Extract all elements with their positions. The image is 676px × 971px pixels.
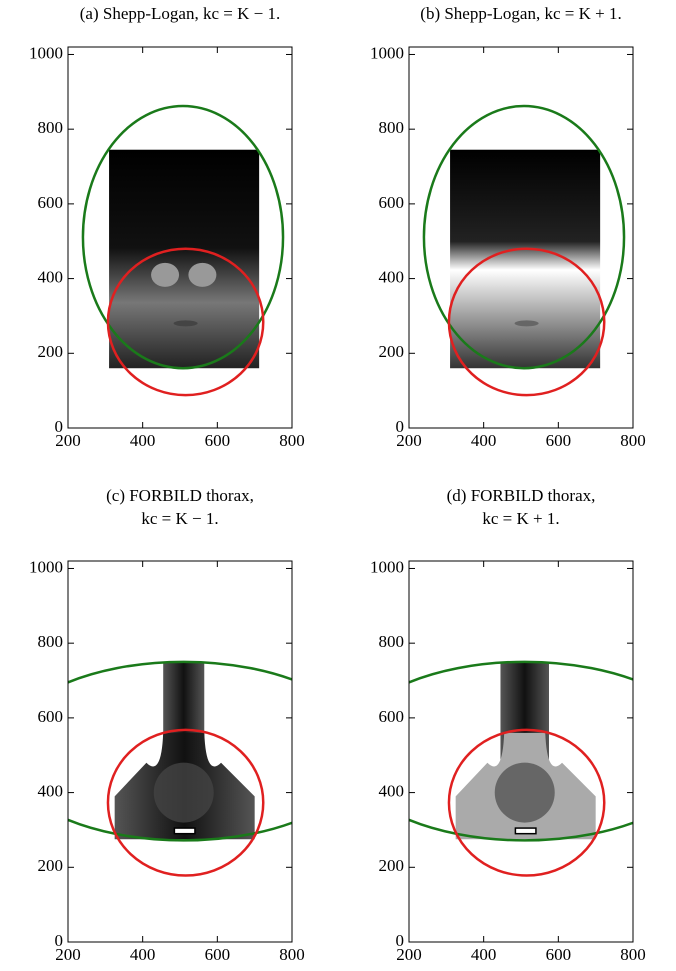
- y-tick-label: 1000: [370, 43, 404, 62]
- panel-title: kc = K + 1.: [482, 509, 559, 528]
- image-feature: [188, 262, 217, 287]
- image-feature: [514, 320, 539, 327]
- y-tick-label: 1000: [29, 43, 63, 62]
- x-tick-label: 800: [620, 945, 646, 964]
- x-tick-label: 800: [620, 431, 646, 450]
- panel: (a) Shepp-Logan, kc = K − 1. 200 400 600 800…: [29, 4, 305, 450]
- y-tick-label: 600: [38, 193, 64, 212]
- panel-title: (c) FORBILD thorax,: [106, 486, 254, 505]
- y-tick-label: 1000: [29, 557, 63, 576]
- x-tick-label: 600: [546, 945, 572, 964]
- axes-frame: [67, 560, 293, 943]
- y-tick-label: 0: [396, 931, 405, 950]
- y-tick-label: 0: [396, 417, 405, 436]
- y-tick-label: 0: [55, 417, 64, 436]
- y-tick-label: 1000: [370, 557, 404, 576]
- y-tick-label: 200: [379, 342, 405, 361]
- panel-title: (a) Shepp-Logan, kc = K − 1.: [80, 4, 280, 23]
- axes-frame: [67, 46, 293, 429]
- y-tick-label: 200: [379, 856, 405, 875]
- image-region: [109, 149, 260, 369]
- y-tick-label: 400: [379, 267, 405, 286]
- ellipse: [422, 104, 626, 370]
- panel: (b) Shepp-Logan, kc = K + 1. 200 400 600 800…: [370, 4, 646, 450]
- panel-title: (d) FORBILD thorax,: [447, 486, 596, 505]
- panel-title: (b) Shepp-Logan, kc = K + 1.: [420, 4, 621, 23]
- y-tick-label: 400: [379, 781, 405, 800]
- panel: (c) FORBILD thorax, kc = K − 1. 200 400 600 8…: [29, 486, 305, 964]
- ellipse: [106, 247, 265, 397]
- y-tick-label: 0: [55, 931, 64, 950]
- ellipse: [447, 728, 606, 877]
- x-tick-label: 200: [55, 431, 81, 450]
- image-feature: [173, 320, 198, 327]
- x-tick-label: 800: [279, 945, 305, 964]
- y-tick-label: 800: [379, 118, 405, 137]
- plot-area: [81, 104, 285, 397]
- y-tick-label: 800: [38, 118, 64, 137]
- x-tick-label: 400: [471, 431, 497, 450]
- ellipse: [81, 104, 285, 370]
- y-tick-label: 400: [38, 781, 64, 800]
- y-tick-label: 600: [379, 707, 405, 726]
- x-tick-label: 600: [546, 431, 572, 450]
- y-tick-label: 200: [38, 856, 64, 875]
- image-feature: [494, 762, 555, 823]
- plot-area: [409, 660, 633, 877]
- x-tick-label: 200: [55, 945, 81, 964]
- y-tick-label: 800: [379, 632, 405, 651]
- y-tick-label: 400: [38, 267, 64, 286]
- panel: (d) FORBILD thorax, kc = K + 1. 200 400 600 8…: [370, 486, 646, 964]
- ellipse: [409, 660, 633, 842]
- image-feature: [153, 762, 214, 823]
- x-tick-label: 200: [396, 945, 422, 964]
- image-region: [450, 149, 601, 369]
- image-feature: [151, 262, 180, 287]
- ellipse: [447, 247, 606, 397]
- plot-area: [422, 104, 626, 397]
- x-tick-label: 800: [279, 431, 305, 450]
- y-tick-label: 800: [38, 632, 64, 651]
- axes-frame: [408, 46, 634, 429]
- image-feature: [514, 827, 537, 835]
- panel-title: kc = K − 1.: [141, 509, 218, 528]
- y-tick-label: 600: [379, 193, 405, 212]
- y-tick-label: 200: [38, 342, 64, 361]
- x-tick-label: 200: [396, 431, 422, 450]
- ellipse: [106, 728, 265, 877]
- image-feature: [173, 827, 196, 835]
- x-tick-label: 600: [205, 431, 231, 450]
- axes-frame: [408, 560, 634, 943]
- x-tick-label: 600: [205, 945, 231, 964]
- x-tick-label: 400: [130, 431, 156, 450]
- ellipse: [68, 660, 292, 842]
- x-tick-label: 400: [471, 945, 497, 964]
- x-tick-label: 400: [130, 945, 156, 964]
- y-tick-label: 600: [38, 707, 64, 726]
- plot-area: [68, 660, 292, 877]
